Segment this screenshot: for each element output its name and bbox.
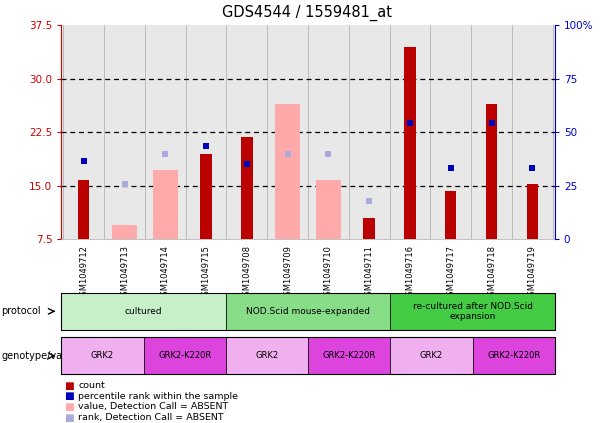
Bar: [316, 180, 341, 239]
Text: cultured: cultured: [124, 307, 162, 316]
Bar: [78, 180, 89, 239]
Text: re-cultured after NOD.Scid
expansion: re-cultured after NOD.Scid expansion: [413, 302, 533, 321]
Text: GRK2-K220R: GRK2-K220R: [158, 351, 211, 360]
Text: GDS4544 / 1559481_at: GDS4544 / 1559481_at: [221, 5, 392, 21]
Text: count: count: [78, 381, 105, 390]
Bar: [445, 191, 457, 239]
Bar: [241, 137, 253, 239]
Text: GRK2-K220R: GRK2-K220R: [322, 351, 376, 360]
Bar: [364, 218, 375, 239]
Text: value, Detection Call = ABSENT: value, Detection Call = ABSENT: [78, 402, 229, 412]
Text: ■: ■: [64, 391, 74, 401]
Text: GRK2: GRK2: [91, 351, 114, 360]
Bar: [200, 154, 211, 239]
Text: rank, Detection Call = ABSENT: rank, Detection Call = ABSENT: [78, 413, 224, 422]
Bar: [486, 104, 497, 239]
Bar: [153, 170, 178, 239]
Text: percentile rank within the sample: percentile rank within the sample: [78, 392, 238, 401]
Bar: [275, 104, 300, 239]
Text: ■: ■: [64, 402, 74, 412]
Text: GRK2-K220R: GRK2-K220R: [487, 351, 540, 360]
Bar: [112, 225, 137, 239]
Text: NOD.Scid mouse-expanded: NOD.Scid mouse-expanded: [246, 307, 370, 316]
Text: GRK2: GRK2: [420, 351, 443, 360]
Text: ■: ■: [64, 381, 74, 391]
Text: ■: ■: [64, 412, 74, 423]
Bar: [405, 47, 416, 239]
Bar: [527, 184, 538, 239]
Text: GRK2: GRK2: [256, 351, 278, 360]
Text: protocol: protocol: [1, 306, 41, 316]
Text: genotype/variation: genotype/variation: [1, 351, 94, 361]
